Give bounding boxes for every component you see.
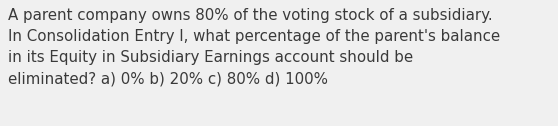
Text: A parent company owns 80% of the voting stock of a subsidiary.
In Consolidation : A parent company owns 80% of the voting … bbox=[8, 8, 500, 86]
